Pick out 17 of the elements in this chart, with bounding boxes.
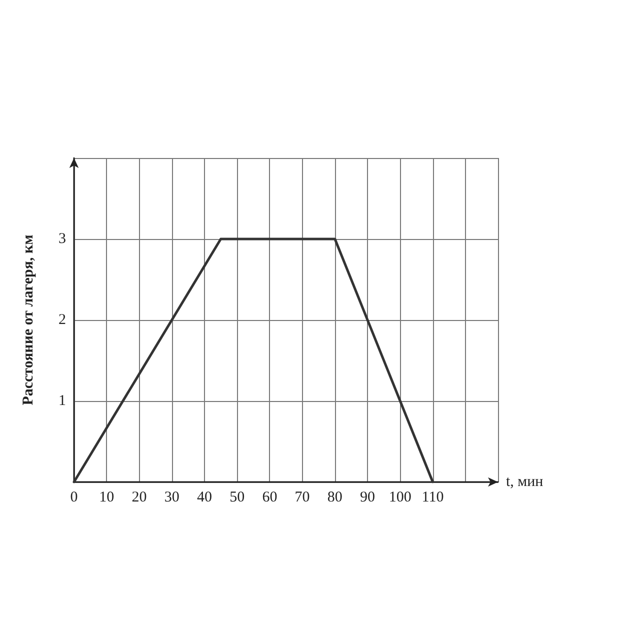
y-axis-title: Расстояние от лагеря, км bbox=[20, 234, 36, 406]
x-tick-label: 10 bbox=[99, 490, 114, 506]
y-tick-label: 1 bbox=[58, 393, 66, 409]
x-tick-label: 50 bbox=[230, 490, 245, 506]
x-tick-label: 110 bbox=[422, 490, 444, 506]
y-tick-label: 2 bbox=[58, 312, 66, 328]
x-tick-label: 30 bbox=[164, 490, 180, 506]
x-tick-label: 90 bbox=[360, 490, 376, 506]
x-tick-label: 100 bbox=[388, 490, 412, 506]
x-tick-label: 0 bbox=[70, 490, 78, 506]
x-tick-label: 80 bbox=[327, 490, 342, 506]
x-tick-label: 40 bbox=[196, 490, 212, 506]
x-tick-label: 60 bbox=[262, 490, 278, 506]
x-axis-title: t, мин bbox=[506, 474, 544, 490]
x-tick-label: 70 bbox=[294, 490, 310, 506]
y-tick-label: 3 bbox=[58, 231, 66, 247]
x-tick-label: 20 bbox=[132, 490, 147, 506]
